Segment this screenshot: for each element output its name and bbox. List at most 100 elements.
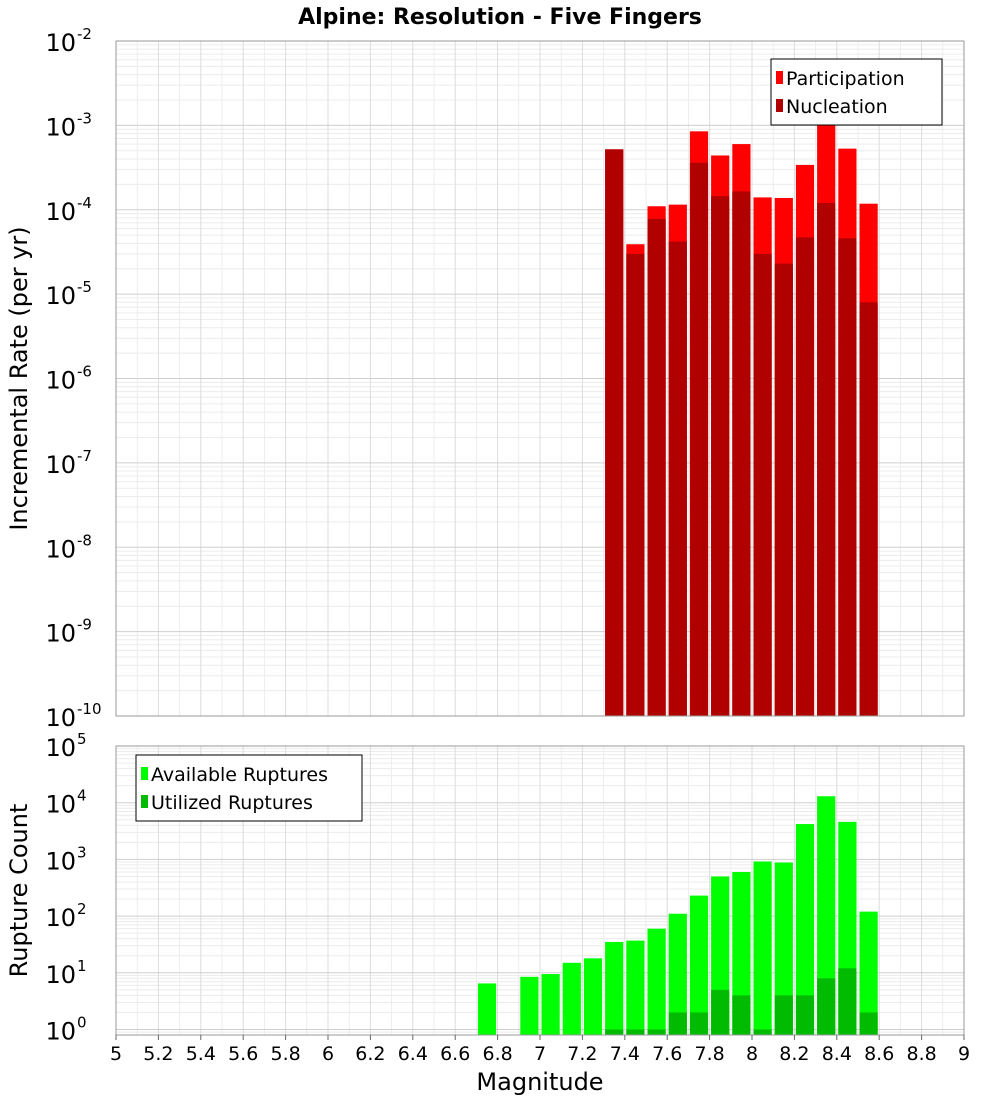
bottom-bar-secondary	[711, 989, 730, 1035]
bottom-bar-secondary	[668, 1012, 687, 1035]
bottom-legend-swatch	[141, 795, 148, 808]
top-legend-box	[770, 58, 943, 126]
bottom-bar-secondary	[838, 968, 857, 1035]
top-y-tick-exponent: -2	[77, 25, 92, 43]
top-y-tick-exponent: -3	[77, 109, 92, 127]
bottom-bar-primary	[605, 941, 624, 1035]
bottom-y-tick-exponent: 0	[77, 1014, 87, 1032]
x-tick-label: 9	[958, 1043, 970, 1065]
bottom-bar-primary	[774, 862, 793, 1035]
top-bar-secondary	[668, 241, 687, 717]
top-bar-secondary	[753, 253, 772, 716]
top-y-tick-label: 10	[45, 282, 76, 310]
bottom-bar-primary	[583, 958, 603, 1035]
bottom-y-tick-label: 10	[45, 734, 76, 762]
x-axis-label: Magnitude	[476, 1068, 603, 1096]
x-tick-label: 5.2	[143, 1043, 173, 1065]
top-bar-secondary	[732, 191, 751, 717]
x-tick-label: 7.8	[694, 1043, 724, 1065]
bottom-bar-primary	[753, 861, 772, 1035]
bottom-bar-secondary	[774, 995, 793, 1035]
top-bar-secondary	[817, 203, 836, 716]
top-bar-secondary	[838, 238, 857, 716]
top-bar-secondary	[605, 149, 624, 716]
bottom-y-tick-label: 10	[45, 791, 76, 819]
x-tick-label: 5	[110, 1043, 122, 1065]
bottom-legend-swatch	[141, 767, 148, 780]
top-bar-secondary	[795, 237, 815, 716]
x-tick-label: 6.2	[355, 1043, 385, 1065]
bottom-bar-primary	[732, 871, 751, 1035]
bottom-bar-primary	[795, 824, 815, 1035]
bottom-bar-primary	[859, 911, 878, 1035]
top-y-tick-exponent: -4	[77, 194, 92, 212]
bottom-bar-primary	[477, 983, 497, 1035]
x-tick-label: 8	[746, 1043, 758, 1065]
top-bar-secondary	[711, 196, 730, 716]
top-bar-secondary	[774, 263, 793, 716]
top-legend-label: Participation	[786, 68, 905, 90]
bottom-bar-secondary	[795, 995, 815, 1035]
top-y-tick-label: 10	[45, 113, 76, 141]
bottom-bar-secondary	[859, 1012, 878, 1035]
bottom-y-axis-label: Rupture Count	[5, 804, 33, 978]
bottom-y-tick-label: 10	[45, 904, 76, 932]
x-tick-label: 7.4	[610, 1043, 640, 1065]
top-y-tick-exponent: -9	[77, 616, 92, 634]
bottom-legend-box	[135, 754, 363, 822]
top-bar-secondary	[626, 253, 645, 716]
x-tick-label: 8.2	[779, 1043, 809, 1065]
x-tick-label: 8.8	[906, 1043, 936, 1065]
bottom-legend: Available Ruptures Utilized Ruptures	[135, 754, 363, 822]
x-tick-label: 6.8	[482, 1043, 512, 1065]
bottom-legend-label: Utilized Ruptures	[151, 792, 313, 814]
bottom-bar-primary	[647, 928, 666, 1035]
top-y-tick-label: 10	[45, 535, 76, 563]
top-bar-secondary	[647, 218, 666, 716]
x-tick-label: 5.4	[186, 1043, 216, 1065]
bottom-bar-primary	[520, 976, 539, 1035]
top-y-tick-exponent: -7	[77, 447, 92, 465]
x-tick-label: 8.6	[864, 1043, 894, 1065]
x-tick-label: 5.8	[270, 1043, 300, 1065]
bottom-y-tick-exponent: 5	[77, 730, 87, 748]
bottom-bar-secondary	[647, 1029, 666, 1035]
bottom-legend-label: Available Ruptures	[151, 764, 328, 786]
bottom-y-tick-label: 10	[45, 961, 76, 989]
bottom-y-tick-label: 10	[45, 847, 76, 875]
bottom-y-tick-exponent: 2	[77, 900, 87, 918]
bottom-bar-primary	[689, 895, 709, 1035]
x-tick-label: 7.6	[652, 1043, 682, 1065]
top-y-tick-exponent: -5	[77, 278, 92, 296]
x-tick-label: 7.2	[567, 1043, 597, 1065]
x-tick-label: 7	[534, 1043, 546, 1065]
top-y-tick-label: 10	[45, 367, 76, 395]
top-legend-swatch	[776, 99, 783, 112]
bottom-bar-secondary	[817, 978, 836, 1035]
top-y-tick-exponent: -6	[77, 363, 92, 381]
top-plot-frame	[115, 40, 965, 717]
x-tick-label: 5.6	[228, 1043, 258, 1065]
bottom-bar-secondary	[732, 995, 751, 1035]
top-y-tick-label: 10	[45, 620, 76, 648]
top-legend-swatch	[776, 71, 783, 84]
bottom-bar-primary	[541, 974, 560, 1035]
top-legend: Participation Nucleation	[770, 58, 943, 126]
x-tick-label: 6.4	[398, 1043, 428, 1065]
top-y-tick-label: 10	[45, 198, 76, 226]
bottom-bar-primary	[817, 796, 836, 1035]
bottom-bar-secondary	[626, 1029, 645, 1035]
chart-title: Alpine: Resolution - Five Fingers	[298, 5, 702, 30]
bottom-bar-primary	[562, 962, 581, 1035]
top-legend-label: Nucleation	[786, 96, 888, 118]
bottom-bar-primary	[668, 913, 687, 1035]
bottom-y-tick-exponent: 3	[77, 843, 87, 861]
top-y-tick-label: 10	[45, 704, 76, 732]
bottom-y-tick-label: 10	[45, 1018, 76, 1046]
top-y-axis-label: Incremental Rate (per yr)	[5, 226, 33, 530]
top-bar-secondary	[859, 302, 878, 716]
